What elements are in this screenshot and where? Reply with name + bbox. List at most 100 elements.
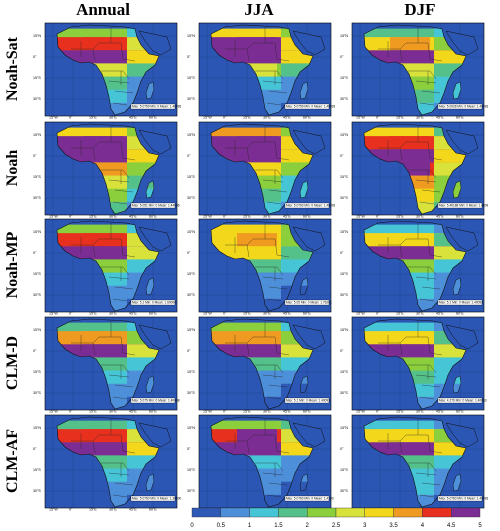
colorbar-tick-label: 3.5 bbox=[389, 523, 398, 529]
field-band-core bbox=[83, 331, 123, 345]
africa-coastline bbox=[363, 318, 467, 410]
lat-tick-label: 15°N bbox=[340, 328, 348, 332]
map-svg: Max: 5.1 Min: 0 Mean: 1.40093 15°N 0° 15°S 3… bbox=[340, 218, 485, 315]
madagascar-coastline bbox=[145, 180, 155, 199]
field-band-core bbox=[390, 344, 430, 359]
colorbar-box bbox=[393, 507, 423, 518]
lon-tick-label: 0° bbox=[376, 312, 380, 315]
field-band-core bbox=[83, 344, 123, 359]
row-label-clm-d: CLM-D bbox=[0, 313, 26, 413]
row-label-text: Noah-Sat bbox=[4, 36, 21, 102]
sahara-nodata bbox=[364, 25, 466, 29]
lat-tick-label: 30°S bbox=[187, 391, 195, 395]
map-frame bbox=[198, 22, 332, 117]
lat-tick-label: 30°S bbox=[340, 489, 348, 493]
lon-tick-label: 60°E bbox=[456, 116, 464, 119]
africa-coastline bbox=[56, 24, 160, 116]
lon-tick-label: 60°E bbox=[149, 116, 157, 119]
lat-tick-label: 30°S bbox=[33, 489, 41, 493]
lat-tick-label: 30°S bbox=[33, 97, 41, 101]
stats-box bbox=[437, 299, 483, 306]
column-title-annual: Annual bbox=[76, 0, 130, 19]
colorbar-tick-labels: 0 0.5 1 1.5 2 2.5 3 3.5 4 4.5 5 bbox=[190, 523, 482, 529]
lat-tick-label: 0° bbox=[340, 154, 344, 158]
colorbar-box bbox=[335, 507, 365, 518]
lon-tick-label: 15°W bbox=[356, 116, 365, 119]
country-borders bbox=[378, 419, 443, 498]
lon-tick-label: 45°E bbox=[436, 312, 444, 315]
colorbar-box bbox=[278, 507, 308, 518]
africa-coastline bbox=[210, 416, 314, 508]
field-band-core bbox=[390, 233, 430, 247]
lon-tick-label: 45°E bbox=[436, 410, 444, 413]
arabia-outline bbox=[138, 226, 172, 252]
lon-tick-label: 15°E bbox=[396, 312, 404, 315]
lat-tick-label: 0° bbox=[33, 55, 37, 59]
map-frame bbox=[351, 22, 485, 117]
field-band-core bbox=[237, 331, 277, 345]
colorbar-box bbox=[306, 507, 337, 518]
field-band-core bbox=[83, 149, 123, 164]
stats-text: Max: 5.0759 Min: 0 Mean: 1.40093 bbox=[286, 105, 335, 109]
stats-text: Max: 5.0760 Min: 0 Mean: 1.3800005 bbox=[132, 497, 181, 501]
sahara-nodata bbox=[57, 124, 159, 128]
sahara-nodata bbox=[211, 25, 313, 29]
lat-tick-label: 15°S bbox=[187, 76, 195, 80]
stats-text: Max: 5.46188 Min: 0 Mean: 1.40093 bbox=[439, 204, 488, 208]
lat-tick-label: 30°S bbox=[33, 293, 41, 297]
lat-tick-label: 0° bbox=[187, 349, 191, 353]
lat-tick-label: 15°N bbox=[187, 230, 195, 234]
arabia-outline bbox=[445, 30, 479, 56]
lon-tick-label: 45°E bbox=[283, 215, 291, 218]
stats-text: Max: 5.1 Min: 0 Mean: 1.60008 bbox=[132, 301, 176, 305]
map-frame bbox=[351, 316, 485, 411]
column-title-jja: JJA bbox=[244, 0, 274, 19]
stats-text: Max: 5.051 Min: 0 Mean: 1.44006 bbox=[132, 204, 180, 208]
country-borders bbox=[378, 223, 443, 302]
row-label-text: Noah-MP bbox=[4, 231, 21, 299]
lon-tick-label: 60°E bbox=[456, 410, 464, 413]
map-svg: Max: 5.1 Min: 0 Mean: 1.60008 15°N 0° 15°S 3… bbox=[33, 218, 178, 315]
lon-tick-label: 0° bbox=[223, 312, 227, 315]
lat-tick-label: 15°S bbox=[33, 370, 41, 374]
madagascar-coastline bbox=[299, 180, 309, 199]
lon-tick-label: 45°E bbox=[283, 116, 291, 119]
stats-box bbox=[284, 299, 330, 306]
map-svg: Max: 5.075 Min: 0 Mean: 1.40008 15°N 0° 15°… bbox=[33, 316, 180, 413]
sahara-nodata bbox=[211, 124, 313, 128]
arabia-outline bbox=[445, 422, 479, 448]
colorbar-tick-label: 4.5 bbox=[447, 523, 456, 529]
map-svg: Max: 5.46188 Min: 0 Mean: 1.40093 15°N 0° 1… bbox=[340, 121, 488, 218]
africa-coastline bbox=[210, 318, 314, 410]
country-borders bbox=[71, 223, 136, 302]
arabia-outline bbox=[292, 422, 326, 448]
map-svg: Max: 5.0759 Min: 0 Mean: 1.40093 15°N 0° 15… bbox=[33, 22, 181, 119]
map-panel-clm-d-annual: Max: 5.075 Min: 0 Mean: 1.40008 15°N 0° 15°… bbox=[31, 313, 181, 413]
map-frame bbox=[44, 414, 178, 509]
row-label-noah: Noah bbox=[0, 118, 26, 218]
arabia-outline bbox=[292, 226, 326, 252]
lat-tick-label: 15°S bbox=[340, 76, 348, 80]
lon-tick-label: 15°E bbox=[89, 215, 97, 218]
map-svg: Max: 5.05 Min: 0 Mean: 1.76201 15°N 0° 15°S… bbox=[187, 218, 332, 315]
lat-tick-label: 15°N bbox=[33, 426, 41, 430]
lat-tick-label: 0° bbox=[33, 447, 37, 451]
lat-tick-label: 15°S bbox=[340, 175, 348, 179]
africa-coastline bbox=[56, 220, 160, 312]
map-panel-clm-af-djf: Max: 5.0760 Min: 0 Mean: 1.40093 15°N 0° 15… bbox=[338, 411, 488, 511]
country-borders bbox=[225, 126, 290, 205]
map-svg: Max: 5.0760 Min: 0 Mean: 1.40093 15°N 0° 15… bbox=[340, 414, 488, 511]
field-band-core bbox=[83, 50, 123, 65]
stats-box bbox=[130, 495, 176, 502]
lon-tick-label: 30°E bbox=[109, 116, 117, 119]
map-svg: Max: 5.051 Min: 0 Mean: 1.44006 15°N 0° 15°… bbox=[33, 121, 180, 218]
lat-tick-label: 0° bbox=[340, 447, 344, 451]
lon-tick-label: 30°E bbox=[416, 312, 424, 315]
map-svg: Max: 5.0760 Min: 0 Mean: 1.4100 15°N 0° 15°… bbox=[187, 414, 334, 511]
stats-text: Max: 5.1 Min: 0 Mean: 1.40093 bbox=[439, 301, 483, 305]
lat-tick-label: 30°S bbox=[33, 196, 41, 200]
stats-text: Max: 5.1 Min: 0 Mean: 1.40093 bbox=[286, 399, 330, 403]
africa-coastline bbox=[363, 123, 467, 215]
stats-text: Max: 5.0760 Min: 0 Mean: 1.4100 bbox=[286, 497, 334, 501]
madagascar-coastline bbox=[145, 473, 155, 492]
